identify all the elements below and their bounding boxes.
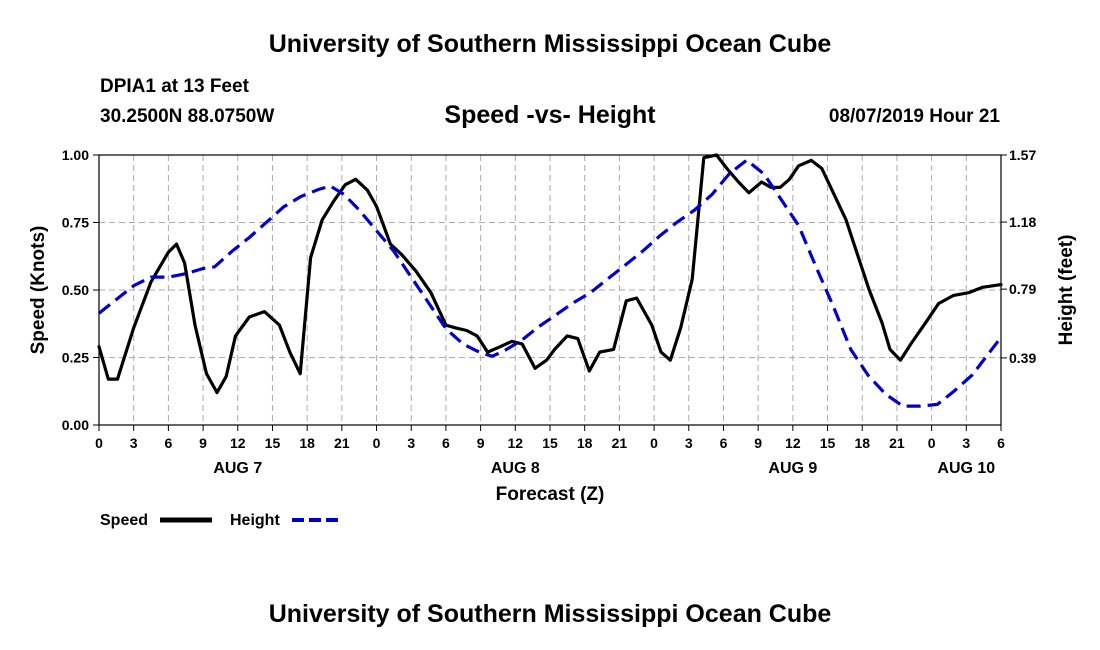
left-tick-label: 0.25 xyxy=(62,350,89,366)
x-tick-label: 21 xyxy=(889,435,905,451)
x-tick-label: 6 xyxy=(164,435,172,451)
right-axis-title: Height (feet) xyxy=(1056,235,1077,346)
x-tick-label: 15 xyxy=(265,435,281,451)
left-tick-label: 1.00 xyxy=(62,147,89,163)
x-tick-label: 9 xyxy=(199,435,207,451)
x-tick-label: 3 xyxy=(407,435,415,451)
date-label: AUG 9 xyxy=(768,460,817,477)
x-tick-label: 18 xyxy=(299,435,315,451)
x-tick-label: 18 xyxy=(854,435,870,451)
x-tick-label: 21 xyxy=(334,435,350,451)
x-tick-label: 6 xyxy=(720,435,728,451)
height-series-line xyxy=(98,158,1003,408)
chart-subtitle: Speed -vs- Height xyxy=(444,101,656,129)
x-tick-label: 6 xyxy=(442,435,450,451)
x-tick-label: 3 xyxy=(962,435,970,451)
right-tick-label: 0.39 xyxy=(1009,350,1036,366)
x-tick-label: 21 xyxy=(612,435,628,451)
x-tick-label: 0 xyxy=(95,435,103,451)
x-tick-label: 0 xyxy=(373,435,381,451)
chart-footer-title: University of Southern Mississippi Ocean… xyxy=(268,600,832,628)
x-tick-label: 9 xyxy=(754,435,762,451)
forecast-datetime: 08/07/2019 Hour 21 xyxy=(828,106,1000,127)
left-tick-label: 0.50 xyxy=(62,282,89,298)
chart-header-title: University of Southern Mississippi Ocean… xyxy=(268,30,832,58)
station-coordinates: 30.2500N 88.0750W xyxy=(100,106,275,127)
date-label: AUG 7 xyxy=(213,460,262,477)
speed-series-line xyxy=(97,153,1003,395)
x-tick-label: 12 xyxy=(785,435,801,451)
grid-lines xyxy=(99,155,1001,425)
right-tick-label: 1.18 xyxy=(1009,214,1036,230)
right-tick-label: 1.57 xyxy=(1009,147,1036,163)
station-label: DPIA1 at 13 Feet xyxy=(100,76,249,97)
date-label: AUG 10 xyxy=(937,460,995,477)
x-tick-label: 18 xyxy=(577,435,593,451)
x-tick-label: 12 xyxy=(508,435,524,451)
left-axis-title: Speed (Knots) xyxy=(28,226,49,355)
left-tick-label: 0.75 xyxy=(62,215,89,231)
x-tick-label: 3 xyxy=(685,435,693,451)
axis-ticks: 0 3 6 9 12 15 18 21 0 3 6 9 12 15 18 21 0 3 6 9 12 15 18 21 0 3 6A… xyxy=(62,147,1037,477)
legend-speed-label: Speed xyxy=(100,512,148,529)
left-tick-label: 0.00 xyxy=(62,417,89,433)
legend: Speed Height xyxy=(100,512,342,529)
series-lines xyxy=(97,153,1003,408)
legend-height-label: Height xyxy=(230,512,280,529)
x-tick-label: 0 xyxy=(650,435,658,451)
x-tick-label: 3 xyxy=(130,435,138,451)
date-label: AUG 8 xyxy=(491,460,540,477)
right-tick-label: 0.79 xyxy=(1009,281,1036,297)
x-tick-label: 15 xyxy=(542,435,558,451)
x-tick-label: 0 xyxy=(928,435,936,451)
x-tick-label: 9 xyxy=(477,435,485,451)
x-tick-label: 15 xyxy=(820,435,836,451)
x-axis-title: Forecast (Z) xyxy=(496,484,605,505)
x-tick-label: 6 xyxy=(997,435,1005,451)
x-tick-label: 12 xyxy=(230,435,246,451)
